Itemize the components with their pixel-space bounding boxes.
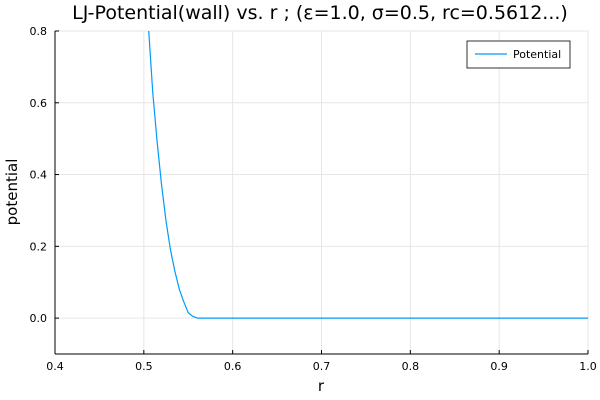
x-tick-label: 0.9 [490, 360, 508, 373]
x-tick-label: 0.5 [135, 360, 153, 373]
y-tick-label: 0.2 [30, 240, 48, 253]
grid [54, 30, 589, 354]
y-tick-label: 0.0 [30, 312, 48, 325]
legend: Potential [466, 40, 571, 69]
x-tick-label: 0.4 [46, 360, 64, 373]
y-tick-label: 0.4 [30, 169, 48, 182]
y-tick-label: 0.6 [30, 97, 48, 110]
plot-area [148, 31, 588, 319]
x-tick-label: 1.0 [579, 360, 597, 373]
y-axis-label: potential [3, 159, 21, 226]
x-axis-label: r [318, 377, 325, 395]
x-ticks: 0.4 0.5 0.6 0.7 0.8 0.9 1.0 [46, 350, 597, 373]
legend-box [466, 40, 571, 69]
legend-label-potential: Potential [513, 48, 561, 61]
x-tick-label: 0.7 [313, 360, 331, 373]
x-tick-label: 0.6 [224, 360, 242, 373]
chart-title: LJ-Potential(wall) vs. r ; (ε=1.0, σ=0.5… [72, 2, 568, 24]
y-tick-label: 0.8 [30, 25, 48, 38]
x-tick-label: 0.8 [402, 360, 420, 373]
series-line-potential [148, 31, 588, 319]
y-ticks: 0.0 0.2 0.4 0.6 0.8 [30, 25, 59, 325]
